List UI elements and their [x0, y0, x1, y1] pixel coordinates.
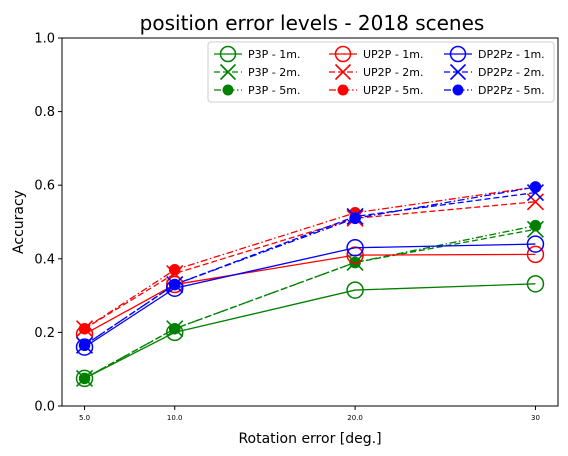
series-6 [75, 235, 545, 356]
data-point [526, 275, 545, 293]
x-tick-label: 30 [531, 414, 540, 422]
legend-box [207, 41, 555, 103]
series-line [84, 201, 536, 330]
x-tick-label: 10.0 [167, 414, 183, 422]
data-point [449, 45, 467, 63]
legend-entry: DP2Pz - 1m. [444, 45, 545, 63]
legend-entry: DP2Pz - 5m. [444, 84, 545, 97]
axis-ticks: 0.0 0.2 0.4 0.6 0.8 1.0 5.0 10.0 20.0 30 [34, 32, 540, 423]
data-point [219, 45, 237, 63]
series-line [84, 253, 536, 335]
data-point [75, 338, 94, 356]
y-tick-label: 1.0 [34, 32, 55, 47]
data-point [449, 63, 467, 81]
legend-label: DP2Pz - 5m. [478, 84, 545, 97]
legend-label: UP2P - 5m. [363, 84, 424, 97]
x-tick-label: 20.0 [347, 414, 363, 422]
series-line [84, 191, 536, 346]
legend-label: P3P - 2m. [248, 66, 300, 79]
x-tick-label: 5.0 [79, 414, 90, 422]
series-line [84, 225, 536, 379]
data-point [168, 278, 181, 291]
legend-entry: P3P - 5m. [214, 84, 300, 97]
legend-label: UP2P - 1m. [363, 48, 424, 61]
legend-label: P3P - 5m. [248, 84, 300, 97]
legend-entry: UP2P - 2m. [329, 63, 424, 81]
series-line [84, 186, 536, 346]
series-8 [78, 181, 542, 352]
y-tick-label: 0.0 [34, 400, 55, 415]
y-tick-label: 0.4 [34, 252, 55, 267]
y-tick-label: 0.8 [34, 105, 55, 120]
data-point [526, 245, 545, 264]
data-point [529, 219, 542, 232]
data-point [75, 369, 94, 388]
legend-label: DP2Pz - 1m. [478, 48, 545, 61]
series-line [84, 283, 536, 379]
legend-entry: UP2P - 1m. [329, 45, 424, 63]
legend-label: P3P - 1m. [248, 48, 300, 61]
series-line [84, 186, 536, 330]
x-axis-label: Rotation error [deg.] [238, 431, 381, 447]
y-tick-label: 0.2 [34, 326, 55, 341]
series-7 [75, 183, 545, 354]
data-point [219, 63, 237, 81]
legend-label: DP2Pz - 2m. [478, 66, 545, 79]
data-point [168, 264, 181, 276]
series-0 [75, 275, 545, 388]
series-3 [75, 245, 545, 343]
data-point [334, 45, 352, 63]
axes-frame [61, 37, 559, 407]
data-point [529, 181, 542, 193]
y-axis-label: Accuracy [11, 190, 27, 254]
data-point [334, 63, 352, 81]
data-point [452, 84, 464, 96]
data-point [346, 281, 364, 299]
data-point [78, 339, 91, 352]
series-4 [75, 193, 545, 338]
legend-entry: DP2Pz - 2m. [444, 63, 545, 81]
legend: P3P - 1m. P3P - 2m. P3P - 5m. UP2P - 1m. UP2… [207, 41, 555, 103]
data-point [222, 84, 234, 96]
data-point [526, 235, 545, 253]
data-point [78, 322, 91, 335]
legend-entry: P3P - 1m. [214, 45, 300, 63]
y-tick-label: 0.6 [34, 179, 55, 194]
data-point [526, 193, 545, 211]
series-line [84, 228, 536, 379]
data-point [165, 275, 184, 294]
legend-label: UP2P - 2m. [363, 66, 424, 79]
series-line [84, 243, 536, 348]
data-point [78, 372, 91, 385]
data-point [349, 212, 361, 225]
series-2 [78, 219, 542, 385]
plot-area [75, 181, 545, 388]
data-point [346, 239, 364, 257]
chart-title: position error levels - 2018 scenes [140, 11, 485, 35]
data-point [168, 322, 181, 335]
legend-entry: UP2P - 5m. [329, 84, 424, 97]
data-point [337, 84, 349, 96]
legend-entry: P3P - 2m. [214, 63, 300, 81]
